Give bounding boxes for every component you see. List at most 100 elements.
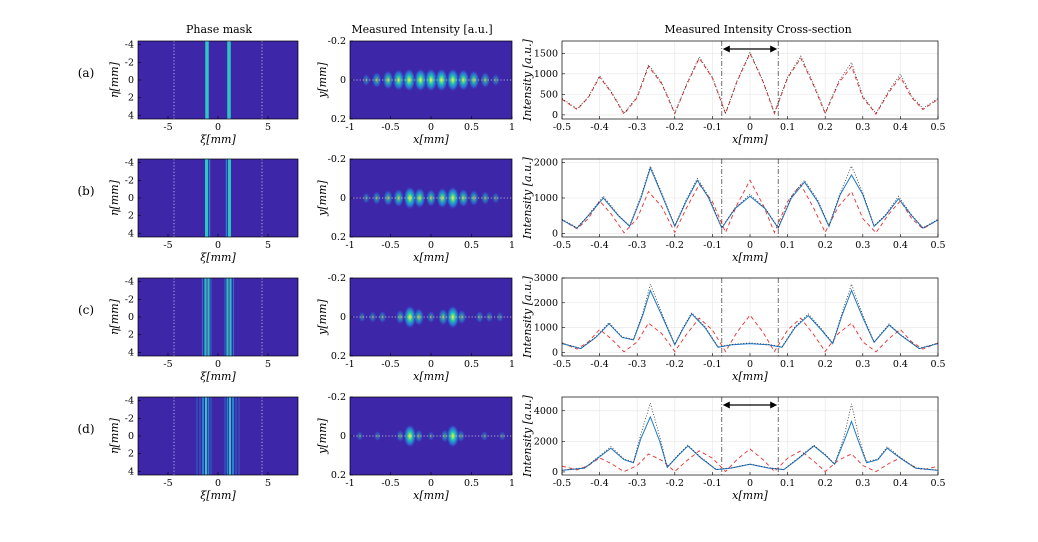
phase-xlabel: ξ[mm] xyxy=(200,489,236,502)
phase-bar xyxy=(224,397,226,475)
y-tick-label: 0 xyxy=(128,431,134,442)
intensity-peak xyxy=(457,68,470,92)
phase-bar xyxy=(232,397,234,475)
intensity-peak xyxy=(373,430,382,442)
y-tick-label: 500 xyxy=(540,89,558,100)
phase-bar xyxy=(226,397,229,475)
x-tick-label: -5 xyxy=(163,359,172,370)
x-tick-label: 0.5 xyxy=(464,359,479,370)
intensity-panel: -1 -0.5 0 0.5 1 -0.2 0 0.2 x[mm] y[mm] xyxy=(316,273,515,383)
phase-bar xyxy=(205,397,207,475)
y-tick-label: -4 xyxy=(125,396,134,407)
series-black-line xyxy=(562,282,938,349)
intensity-peak xyxy=(457,188,469,208)
y-tick-label: 0 xyxy=(128,312,134,323)
x-tick-label: 0.2 xyxy=(818,478,833,489)
x-tick-label: 0.1 xyxy=(780,359,795,370)
x-tick-label: -0.1 xyxy=(703,359,721,370)
x-tick-label: -0.5 xyxy=(381,240,399,251)
x-tick-label: -0.4 xyxy=(590,122,608,133)
intensity-peak xyxy=(435,68,449,92)
intensity-peak xyxy=(491,192,500,204)
cross-xlabel: x[mm] xyxy=(732,133,768,146)
phase-bar xyxy=(225,159,228,237)
y-tick-label: -2 xyxy=(125,294,134,305)
x-tick-label: -0.1 xyxy=(703,478,721,489)
phase-bar xyxy=(229,397,231,475)
x-tick-label: -1 xyxy=(345,240,354,251)
x-tick-label: 0 xyxy=(747,122,753,133)
phase-mask-background xyxy=(138,278,298,356)
y-tick-label: -0.2 xyxy=(328,154,346,165)
y-tick-label: -4 xyxy=(125,158,134,169)
intensity-ylabel: y[mm] xyxy=(316,298,329,335)
y-tick-label: 2 xyxy=(128,330,134,341)
x-tick-label: 0.4 xyxy=(893,240,908,251)
phase-xlabel: ξ[mm] xyxy=(200,251,236,264)
series-blue-line xyxy=(562,288,938,350)
phase-bar xyxy=(196,397,198,475)
y-tick-label: 0 xyxy=(128,193,134,204)
phase-mask-title: Phase mask xyxy=(186,23,252,36)
x-tick-label: -0.4 xyxy=(590,359,608,370)
x-tick-label: 0 xyxy=(215,240,221,251)
series-red-line xyxy=(562,314,938,353)
x-tick-label: -0.5 xyxy=(381,478,399,489)
x-tick-label: 0.2 xyxy=(818,240,833,251)
phase-bar xyxy=(205,159,208,237)
phase-mask-panel: -5 0 5 -4 -2 0 2 4 ξ[mm] η[mm] xyxy=(108,158,299,264)
y-tick-label: -2 xyxy=(125,413,134,424)
arrow-head-right xyxy=(770,401,778,409)
x-tick-label: 0 xyxy=(215,122,221,133)
intensity-peak xyxy=(457,309,467,325)
row-label: (d) xyxy=(77,422,94,436)
x-tick-label: -0.1 xyxy=(703,240,721,251)
y-tick-label: -4 xyxy=(125,40,134,51)
intensity-peak xyxy=(403,305,417,329)
y-tick-label: -0.2 xyxy=(328,36,346,47)
arrow-head-left xyxy=(722,401,730,409)
intensity-peak xyxy=(403,186,417,210)
row-label: (c) xyxy=(78,303,94,317)
cross-xlabel: x[mm] xyxy=(732,251,768,264)
y-tick-label: 1500 xyxy=(534,48,558,59)
x-tick-label: -1 xyxy=(345,478,354,489)
x-tick-label: 1 xyxy=(509,478,515,489)
phase-bar xyxy=(227,41,231,119)
x-tick-label: 5 xyxy=(265,478,271,489)
cross-section-panel: 0 2000 4000 -0.5 -0.4 -0.3 -0.2 -0.1 0 0.1 0.2 0.3 0… xyxy=(521,394,946,502)
y-tick-label: 4 xyxy=(128,228,134,239)
series-red-line xyxy=(562,448,938,473)
cross-ylabel: Intensity [a.u.] xyxy=(521,38,534,122)
x-tick-label: 0 xyxy=(428,240,434,251)
intensity-peak xyxy=(485,311,494,323)
y-tick-label: 0 xyxy=(552,110,558,121)
series-black-line xyxy=(562,401,938,471)
intensity-peak xyxy=(358,311,366,323)
y-tick-label: 0.2 xyxy=(331,470,346,481)
x-tick-label: -0.3 xyxy=(628,478,646,489)
x-tick-label: -0.4 xyxy=(590,240,608,251)
x-tick-label: 0 xyxy=(428,122,434,133)
x-tick-label: 0 xyxy=(215,359,221,370)
phase-mask-panel: -5 0 5 -4 -2 0 2 4 ξ[mm] η[mm] xyxy=(108,40,299,146)
intensity-peak xyxy=(382,70,394,90)
y-tick-label: 0 xyxy=(128,75,134,86)
y-tick-label: 1000 xyxy=(534,193,558,204)
x-tick-label: 1 xyxy=(509,240,515,251)
series-red-line xyxy=(562,179,938,234)
intensity-xlabel: x[mm] xyxy=(413,370,449,383)
intensity-peak xyxy=(414,429,424,443)
intensity-peak xyxy=(436,187,449,209)
phase-mask-background xyxy=(138,41,298,119)
cross-ylabel: Intensity [a.u.] xyxy=(521,156,534,240)
phase-bar xyxy=(226,278,229,356)
x-tick-label: -0.2 xyxy=(666,240,684,251)
intensity-panel: -1 -0.5 0 0.5 1 -0.2 0 0.2 x[mm] y[mm] xyxy=(316,36,515,146)
phase-bar xyxy=(224,278,226,356)
x-tick-label: 0.5 xyxy=(464,240,479,251)
y-tick-label: 4 xyxy=(128,110,134,121)
y-tick-label: -2 xyxy=(125,175,134,186)
x-tick-label: 0 xyxy=(428,359,434,370)
